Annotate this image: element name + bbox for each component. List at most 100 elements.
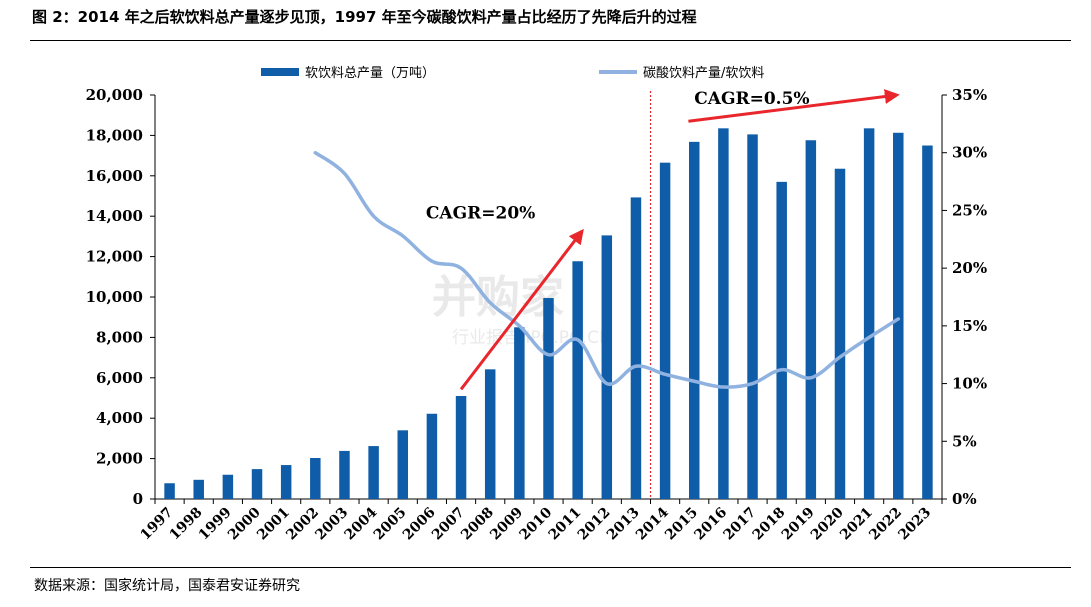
x-tick-label: 2019 [779, 505, 818, 544]
bar-2009 [514, 327, 525, 499]
ratio-point-2005 [402, 235, 404, 237]
x-tick-label: 2018 [750, 505, 789, 544]
bar-2003 [339, 450, 350, 499]
bar-2014 [659, 162, 671, 500]
y-tick-label-right: 0% [952, 490, 977, 508]
ratio-point-2002 [314, 152, 316, 154]
ratio-point-2004 [373, 215, 375, 217]
bar-2006 [426, 413, 438, 499]
bar-2013 [630, 197, 642, 499]
bar-2012 [601, 235, 613, 499]
y-tick-label-left: 2,000 [96, 450, 143, 468]
data-source: 数据来源：国家统计局，国泰君安证券研究 [34, 578, 300, 594]
x-tick-label: 1997 [138, 505, 177, 544]
y-tick-label-left: 6,000 [96, 369, 143, 387]
ratio-point-2007 [460, 267, 462, 269]
x-tick-label: 2023 [895, 505, 934, 544]
x-tick-label: 2002 [283, 505, 322, 544]
x-tick-label: 2010 [516, 504, 555, 543]
legend-bar-label: 软饮料总产量（万吨） [305, 66, 435, 81]
bar-2019 [805, 140, 817, 500]
bar-2005 [397, 430, 409, 499]
bar-1997 [164, 483, 175, 499]
y-tick-label-left: 8,000 [96, 328, 143, 346]
ratio-point-2011 [577, 339, 579, 341]
bar-series [164, 128, 933, 500]
x-tick-label: 2017 [720, 505, 759, 544]
y-tick-label-right: 5% [952, 432, 977, 450]
ratio-point-2009 [518, 325, 520, 327]
ratio-point-2014 [664, 373, 666, 375]
cagr-arrow-flat [688, 89, 900, 123]
ratio-point-2020 [839, 356, 841, 358]
ratio-point-2022 [897, 318, 899, 320]
bar-2017 [747, 134, 758, 499]
ratio-point-2013 [635, 365, 637, 367]
bar-2023 [922, 145, 933, 499]
bar-2018 [776, 181, 787, 500]
y-tick-label-left: 10,000 [86, 288, 143, 306]
ratio-point-2008 [489, 302, 491, 304]
x-tick-label: 2021 [837, 505, 876, 544]
y-tick-label-left: 16,000 [86, 167, 143, 185]
x-tick-label: 2005 [371, 505, 410, 544]
y-tick-label-left: 12,000 [86, 248, 143, 266]
bar-2015 [688, 141, 700, 499]
y-tick-label-right: 10% [952, 375, 987, 393]
x-tick-label: 2015 [662, 505, 701, 544]
x-tick-label: 1998 [167, 505, 206, 544]
y-tick-label-right: 15% [952, 317, 987, 335]
y-tick-label-right: 25% [952, 201, 987, 219]
bar-2002 [310, 457, 321, 499]
ratio-point-2012 [606, 383, 608, 385]
x-tick-label: 2016 [691, 505, 730, 544]
title-rule [30, 40, 1071, 41]
watermark-main: 并购家 [432, 272, 564, 323]
y-tick-label-left: 18,000 [86, 126, 143, 144]
bar-2004 [368, 446, 379, 499]
ratio-point-2021 [868, 336, 870, 338]
y-tick-label-left: 14,000 [86, 207, 143, 225]
bar-2001 [280, 465, 292, 499]
bar-1999 [222, 474, 234, 499]
x-tick-label: 2007 [429, 505, 468, 544]
ratio-point-2017 [752, 383, 754, 385]
ratio-point-2010 [548, 354, 549, 356]
x-tick-label: 2013 [604, 505, 643, 544]
bar-2010 [543, 298, 554, 499]
line-series [313, 150, 901, 389]
y-tick-label-left: 0 [133, 490, 143, 508]
x-tick-label: 2000 [225, 504, 264, 543]
y-tick-label-right: 30% [952, 144, 987, 162]
bar-2021 [863, 128, 875, 499]
bar-2022 [893, 132, 904, 500]
y-tick-label-right: 20% [952, 259, 987, 277]
cagr-label-flat: CAGR=0.5% [694, 89, 809, 109]
x-tick-label: 2012 [575, 505, 614, 544]
y-tick-label-left: 4,000 [96, 409, 143, 427]
y-tick-label-right: 35% [952, 86, 987, 104]
x-tick-label: 2006 [400, 505, 439, 544]
legend-bar-swatch [261, 68, 299, 76]
cagr-arrow-growth [459, 228, 584, 391]
ratio-point-2019 [810, 377, 812, 379]
bar-2011 [572, 261, 583, 499]
x-tick-label: 1999 [196, 505, 235, 544]
y-tick-label-left: 20,000 [86, 86, 143, 104]
bar-2007 [455, 395, 467, 499]
x-tick-label: 2003 [312, 505, 351, 544]
bar-1998 [193, 479, 204, 499]
ratio-point-2006 [431, 260, 433, 262]
x-tick-label: 2004 [342, 504, 381, 543]
bar-2008 [484, 369, 496, 499]
legend: 软饮料总产量（万吨） 碳酸饮料产量/软饮料 [261, 66, 764, 81]
x-tick-label: 2020 [808, 504, 847, 543]
cagr-label-growth: CAGR=20% [426, 204, 535, 224]
x-tick-label: 2011 [546, 505, 585, 544]
bar-2016 [718, 128, 729, 499]
x-tick-label: 2022 [866, 505, 905, 544]
legend-line-label: 碳酸饮料产量/软饮料 [643, 66, 764, 81]
ratio-point-2016 [722, 386, 724, 388]
source-rule [30, 567, 1071, 568]
